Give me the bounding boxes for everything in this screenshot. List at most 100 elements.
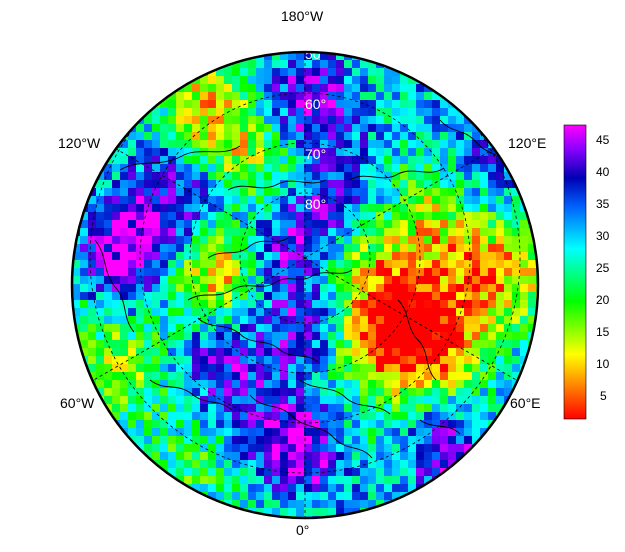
data-cell (416, 460, 424, 468)
data-cell (448, 460, 456, 468)
data-cell (272, 212, 280, 220)
data-cell (448, 300, 456, 308)
data-cell (464, 132, 472, 140)
data-cell (296, 436, 304, 444)
meridian-line (304, 257, 538, 409)
data-cell (352, 108, 360, 116)
data-cell (144, 276, 152, 284)
data-cell (328, 492, 336, 500)
data-cell (456, 220, 464, 228)
data-cell (464, 308, 472, 316)
data-cell (272, 284, 280, 292)
data-cell (288, 500, 296, 508)
data-cell (288, 308, 296, 316)
data-cell (408, 396, 416, 404)
data-cell (288, 84, 296, 92)
data-cell (144, 396, 152, 404)
data-cell (408, 116, 416, 124)
data-cell (88, 332, 96, 340)
data-cell (520, 244, 528, 252)
data-cell (312, 52, 320, 60)
data-cell (272, 412, 280, 420)
data-cell (168, 172, 176, 180)
data-cell (312, 212, 320, 220)
data-cell (344, 220, 352, 228)
data-cell (520, 324, 528, 332)
data-cell (384, 412, 392, 420)
data-cell (400, 84, 408, 92)
data-cell (352, 68, 360, 76)
data-cell (368, 244, 376, 252)
data-cell (272, 132, 280, 140)
data-cell (488, 196, 496, 204)
latitude-circle (239, 192, 371, 324)
data-cell (392, 460, 400, 468)
data-cell (416, 428, 424, 436)
data-cell (112, 380, 120, 388)
data-cell (328, 404, 336, 412)
data-cell (448, 156, 456, 164)
data-cell (248, 404, 256, 412)
data-cell (88, 276, 96, 284)
data-cell (192, 316, 200, 324)
data-cell (280, 140, 288, 148)
data-cell (528, 300, 536, 308)
data-cell (360, 268, 368, 276)
data-cell (104, 172, 112, 180)
data-cell (112, 228, 120, 236)
data-cell (96, 260, 104, 268)
data-cell (424, 468, 432, 476)
data-cell (88, 324, 96, 332)
data-cell (472, 204, 480, 212)
data-cell (496, 404, 504, 412)
data-cell (472, 372, 480, 380)
data-cell (488, 412, 496, 420)
data-cell (392, 132, 400, 140)
data-cell (240, 172, 248, 180)
data-cell (336, 332, 344, 340)
data-cell (480, 268, 488, 276)
data-cell (160, 292, 168, 300)
data-cell (80, 268, 88, 276)
data-cell (448, 172, 456, 180)
data-cell (96, 364, 104, 372)
data-cell (216, 388, 224, 396)
data-cell (384, 492, 392, 500)
data-cell (208, 348, 216, 356)
data-cell (336, 412, 344, 420)
data-cell (504, 348, 512, 356)
lon-label-180w: 180°W (281, 8, 324, 24)
data-cell (208, 452, 216, 460)
data-cell (440, 420, 448, 428)
data-cell (96, 220, 104, 228)
data-cell (256, 372, 264, 380)
data-cell (280, 212, 288, 220)
data-cell (192, 468, 200, 476)
data-cell (472, 356, 480, 364)
data-cell (400, 236, 408, 244)
data-cell (336, 500, 344, 508)
data-cell (360, 236, 368, 244)
data-cell (296, 340, 304, 348)
data-cell (72, 212, 80, 220)
data-cell (400, 412, 408, 420)
data-cell (400, 300, 408, 308)
data-cell (320, 300, 328, 308)
data-cell (144, 284, 152, 292)
data-cell (328, 116, 336, 124)
data-cell (344, 348, 352, 356)
data-cell (416, 364, 424, 372)
data-cell (280, 76, 288, 84)
data-cell (200, 308, 208, 316)
data-cell (416, 108, 424, 116)
data-cell (304, 148, 312, 156)
data-cell (352, 276, 360, 284)
data-cell (160, 308, 168, 316)
data-cell (496, 332, 504, 340)
data-cell (296, 284, 304, 292)
data-cell (424, 412, 432, 420)
data-cell (360, 428, 368, 436)
data-cell (480, 276, 488, 284)
data-cell (448, 420, 456, 428)
data-cell (416, 388, 424, 396)
